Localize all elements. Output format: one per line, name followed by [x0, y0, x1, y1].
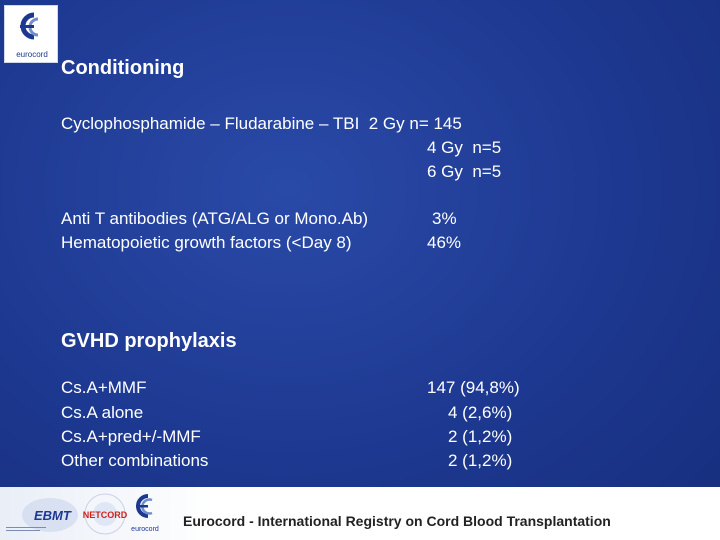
gvhd-row-value: 4 (2,6%): [448, 403, 513, 422]
gvhd-row-label: Cs.A+MMF: [61, 378, 147, 397]
eurocord-small-logo-icon: eurocord: [131, 494, 159, 533]
atg-label: Anti T antibodies (ATG/ALG or Mono.Ab): [61, 209, 369, 228]
eurocord-small-logo-text: eurocord: [131, 526, 159, 533]
hgf-value: 46%: [427, 233, 462, 252]
gvhd-row-label: Other combinations: [61, 451, 209, 470]
atg-value: 3%: [432, 209, 457, 228]
conditioning-heading: Conditioning: [61, 57, 185, 79]
gvhd-row-value: 2 (1,2%): [448, 427, 513, 446]
netcord-logo-text: NETCORD: [83, 510, 128, 520]
conditioning-line-2: 4 Gy n=5: [427, 138, 502, 157]
gvhd-row-value: 2 (1,2%): [448, 451, 513, 470]
ebmt-logo-icon: EBMT: [6, 498, 78, 532]
gvhd-heading: GVHD prophylaxis: [61, 330, 237, 352]
footer-registry-text: Eurocord - International Registry on Cor…: [183, 513, 611, 529]
gvhd-row-label: Cs.A alone: [61, 403, 144, 422]
eurocord-mark-icon: [20, 12, 39, 40]
gvhd-row-value: 147 (94,8%): [427, 378, 520, 397]
footer-band: EBMT NETCORD eurocord Eurocord - Interna…: [0, 487, 720, 540]
eurocord-logo-text: eurocord: [16, 50, 48, 59]
hgf-label: Hematopoietic growth factors (<Day 8): [61, 233, 352, 252]
netcord-logo-icon: NETCORD: [83, 493, 128, 535]
gvhd-row-label: Cs.A+pred+/-MMF: [61, 427, 201, 446]
ebmt-logo-text: EBMT: [34, 508, 72, 523]
conditioning-line-1: Cyclophosphamide – Fludarabine – TBI 2 G…: [61, 114, 462, 133]
eurocord-logo: eurocord: [4, 5, 58, 63]
conditioning-line-3: 6 Gy n=5: [427, 162, 502, 181]
